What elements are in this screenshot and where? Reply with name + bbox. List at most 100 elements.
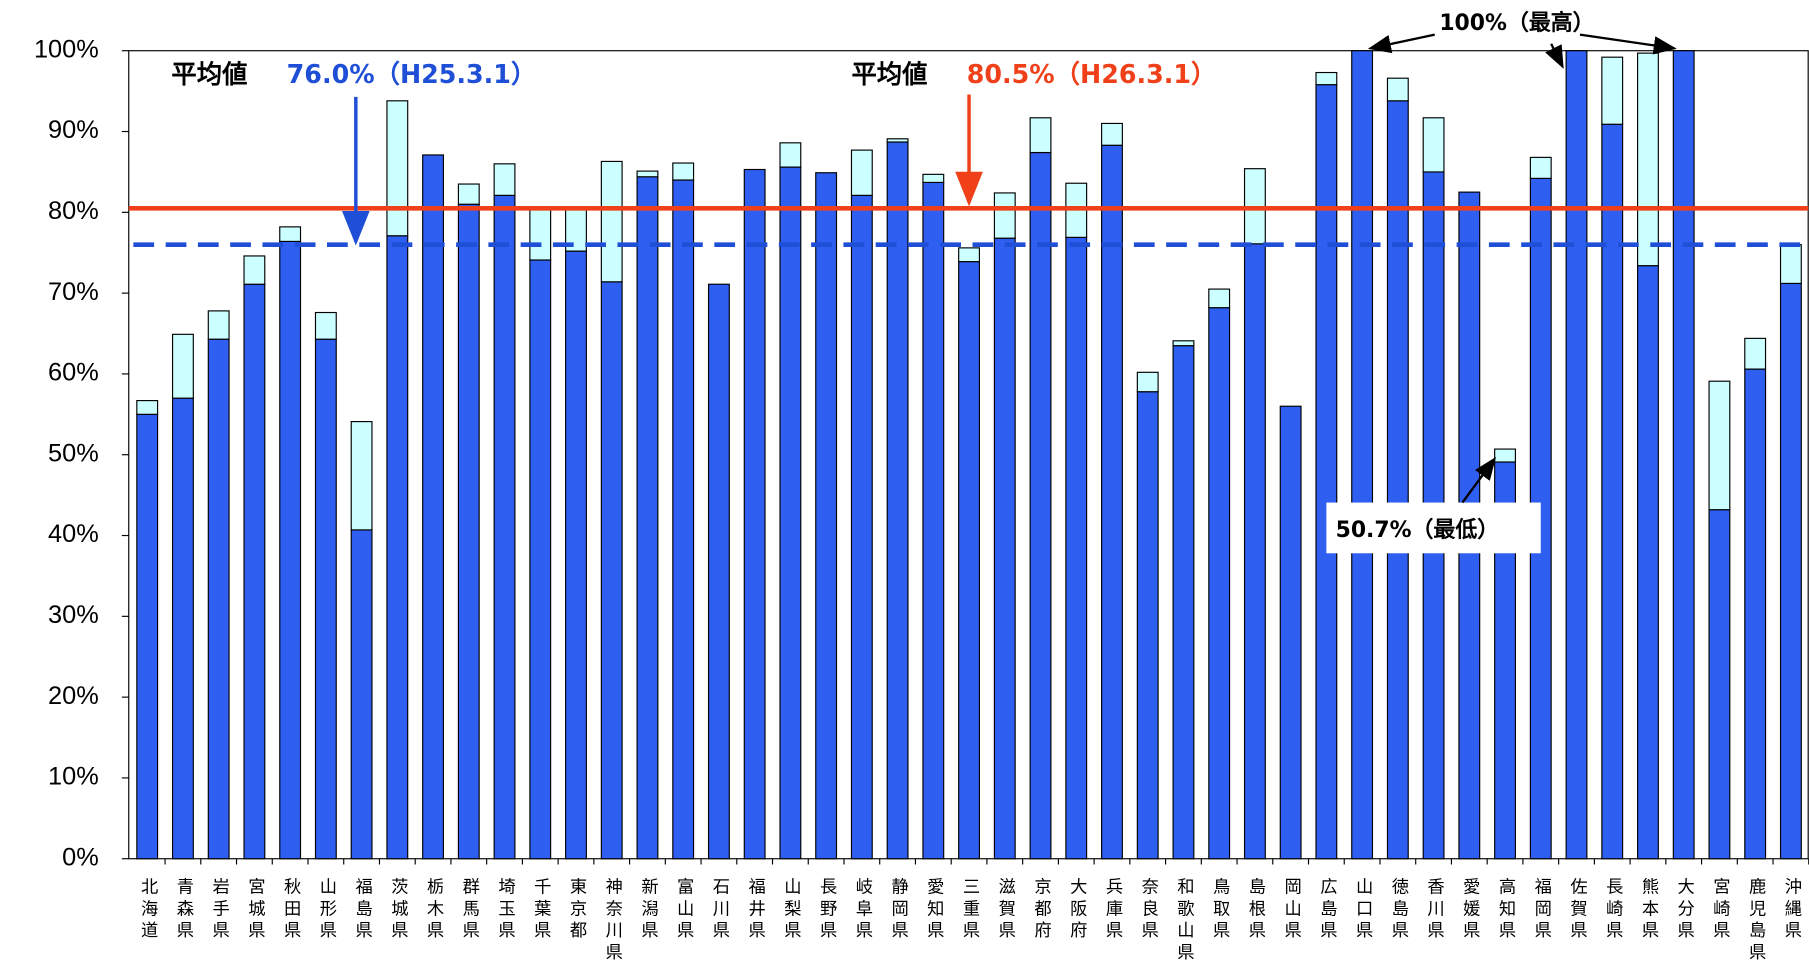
bar-segment [1101,144,1123,860]
bar-segment [993,237,1016,860]
bar-segment [350,529,373,860]
bar-segment [1208,307,1231,860]
x-tick-label: 鹿児島県 [1745,877,1766,965]
bar-segment [1315,71,1338,86]
bar-segment [1672,50,1695,860]
bar-segment [886,141,909,860]
bar-segment [779,142,802,168]
bar-segment [1279,405,1302,860]
bar-segment [636,170,659,178]
bar-segment [850,194,873,860]
bar-segment [958,261,980,860]
y-tick-label: 60% [48,359,99,387]
bar-segment [493,163,516,196]
bar-segment [243,283,266,860]
bar-segment [672,162,695,181]
bar-segment [1708,380,1731,511]
x-tick-label: 岡山県 [1281,877,1302,943]
avg-label: 平均値 [851,59,927,89]
x-tick-label: 長野県 [816,877,837,943]
bar-segment [1172,345,1195,860]
bar-segment [1708,509,1731,860]
bar-segment [386,100,409,237]
x-tick-label: 福島県 [352,877,373,943]
y-tick-label: 80% [48,197,99,225]
x-tick-label: 徳島県 [1388,877,1409,943]
x-tick-label: 千葉県 [530,877,551,943]
x-tick-label: 山形県 [316,877,337,943]
bar-segment [1136,391,1159,860]
x-tick-label: 愛媛県 [1459,877,1480,943]
bar-segment [1779,282,1802,860]
y-tick-label: 40% [48,520,99,548]
x-tick-label: 栃木県 [423,877,444,943]
x-tick-label: 北海道 [137,877,158,943]
avg-label: 平均値 [171,59,247,89]
bar-segment [1243,243,1266,860]
bar-segment [1029,117,1052,154]
bar-segment [600,160,623,283]
x-tick-label: 群馬県 [459,877,480,943]
bar-segment [314,311,337,340]
y-tick-label: 70% [48,278,99,306]
bar-segment [1565,50,1588,860]
x-tick-label: 岐阜県 [852,877,873,943]
bar-segment [922,181,945,860]
x-tick-label: 福岡県 [1531,877,1552,943]
bar-segment [243,255,266,285]
bar-segment [815,172,838,860]
bar-segment [850,149,873,196]
bar-segment [279,226,302,242]
bar-segment [457,183,480,205]
bar-segment [1172,340,1195,347]
bar-segment [493,194,516,860]
bar-segment [1744,368,1767,860]
arrow [1545,43,1564,69]
bar-segment [1494,448,1516,463]
bar-segment [529,259,552,860]
x-tick-label: 新潟県 [637,877,658,943]
avg-value: 80.5%（H26.3.1） [967,59,1217,89]
x-tick-label: 沖縄県 [1781,877,1802,943]
bar-segment [636,176,659,860]
bar-segment [600,281,623,860]
x-tick-label: 山口県 [1352,877,1373,943]
x-tick-label: 神奈川県 [602,877,623,965]
bar-segment [958,247,980,263]
x-tick-label: 島根県 [1245,877,1266,943]
x-tick-label: 青森県 [173,877,194,943]
max-annotation: 100%（最高） [1439,10,1594,36]
y-tick-label: 50% [48,439,99,467]
x-tick-label: 三重県 [959,877,980,943]
arrow [1367,33,1435,54]
x-tick-label: 広島県 [1316,877,1337,943]
x-tick-label: 佐賀県 [1567,877,1588,943]
bar-segment [350,421,373,531]
avg-value: 76.0%（H25.3.1） [287,59,537,89]
x-tick-label: 岩手県 [209,877,230,943]
bar-segment [1029,151,1052,860]
bar-segment [886,138,909,143]
x-tick-label: 和歌山県 [1173,877,1194,965]
bar-segment [1529,156,1552,179]
bar-segment [1744,337,1767,370]
y-tick-label: 90% [48,116,99,144]
bar-segment [136,400,159,415]
bar-segment [136,413,159,860]
bar-segment [565,250,587,860]
x-tick-label: 宮城県 [244,877,265,943]
x-tick-label: 滋賀県 [995,877,1016,943]
bar-segment [779,166,802,860]
annotation-box [1326,502,1541,554]
x-tick-label: 奈良県 [1138,877,1159,943]
bar-segment [386,235,409,860]
bar-segment [1601,56,1624,125]
x-tick-label: 鳥取県 [1209,877,1230,943]
x-tick-label: 茨城県 [387,877,408,943]
bar-segment [1422,117,1445,173]
bar-segment [1779,244,1802,285]
bar-segment [1386,100,1409,860]
x-tick-label: 兵庫県 [1102,877,1123,943]
x-tick-label: 熊本県 [1638,877,1659,943]
